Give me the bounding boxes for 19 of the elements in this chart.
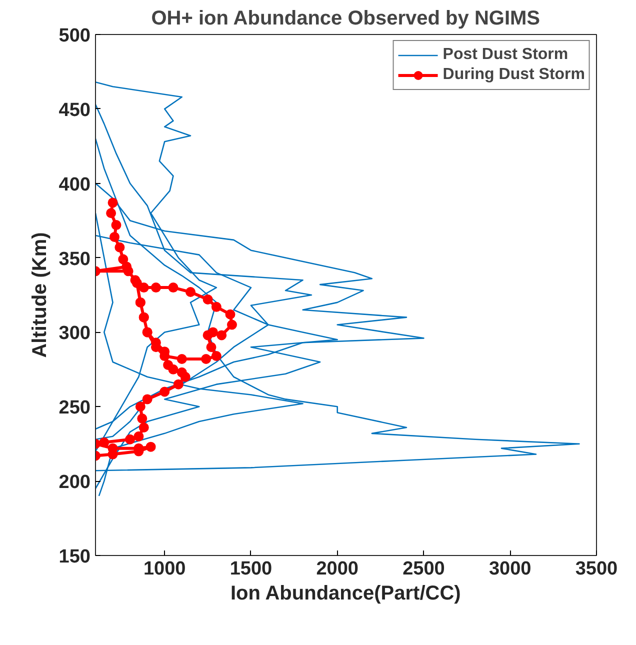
x-tick-label: 2000 <box>316 558 359 580</box>
legend-label: Post Dust Storm <box>442 46 568 64</box>
chart-title: OH+ ion Abundance Observed by NGIMS <box>151 8 540 30</box>
y-tick-label: 400 <box>58 174 90 196</box>
x-axis-title: Ion Abundance(Part/CC) <box>230 582 461 604</box>
x-tick-label: 1000 <box>143 558 186 580</box>
y-tick-label: 350 <box>58 248 90 270</box>
y-tick-label: 450 <box>58 100 90 121</box>
y-tick-label: 300 <box>58 323 90 344</box>
x-tick-label: 2500 <box>402 558 445 580</box>
x-tick-label: 3000 <box>488 558 532 580</box>
y-tick-label: 250 <box>58 398 90 419</box>
legend-label: During Dust Storm <box>442 66 585 84</box>
y-axis-title: Altitude (Km) <box>28 232 51 358</box>
x-tick-label: 3500 <box>575 558 618 580</box>
y-tick-label: 200 <box>58 472 90 494</box>
y-tick-label: 500 <box>58 26 90 46</box>
y-tick-label: 150 <box>58 546 90 568</box>
x-tick-label: 1500 <box>230 558 272 580</box>
